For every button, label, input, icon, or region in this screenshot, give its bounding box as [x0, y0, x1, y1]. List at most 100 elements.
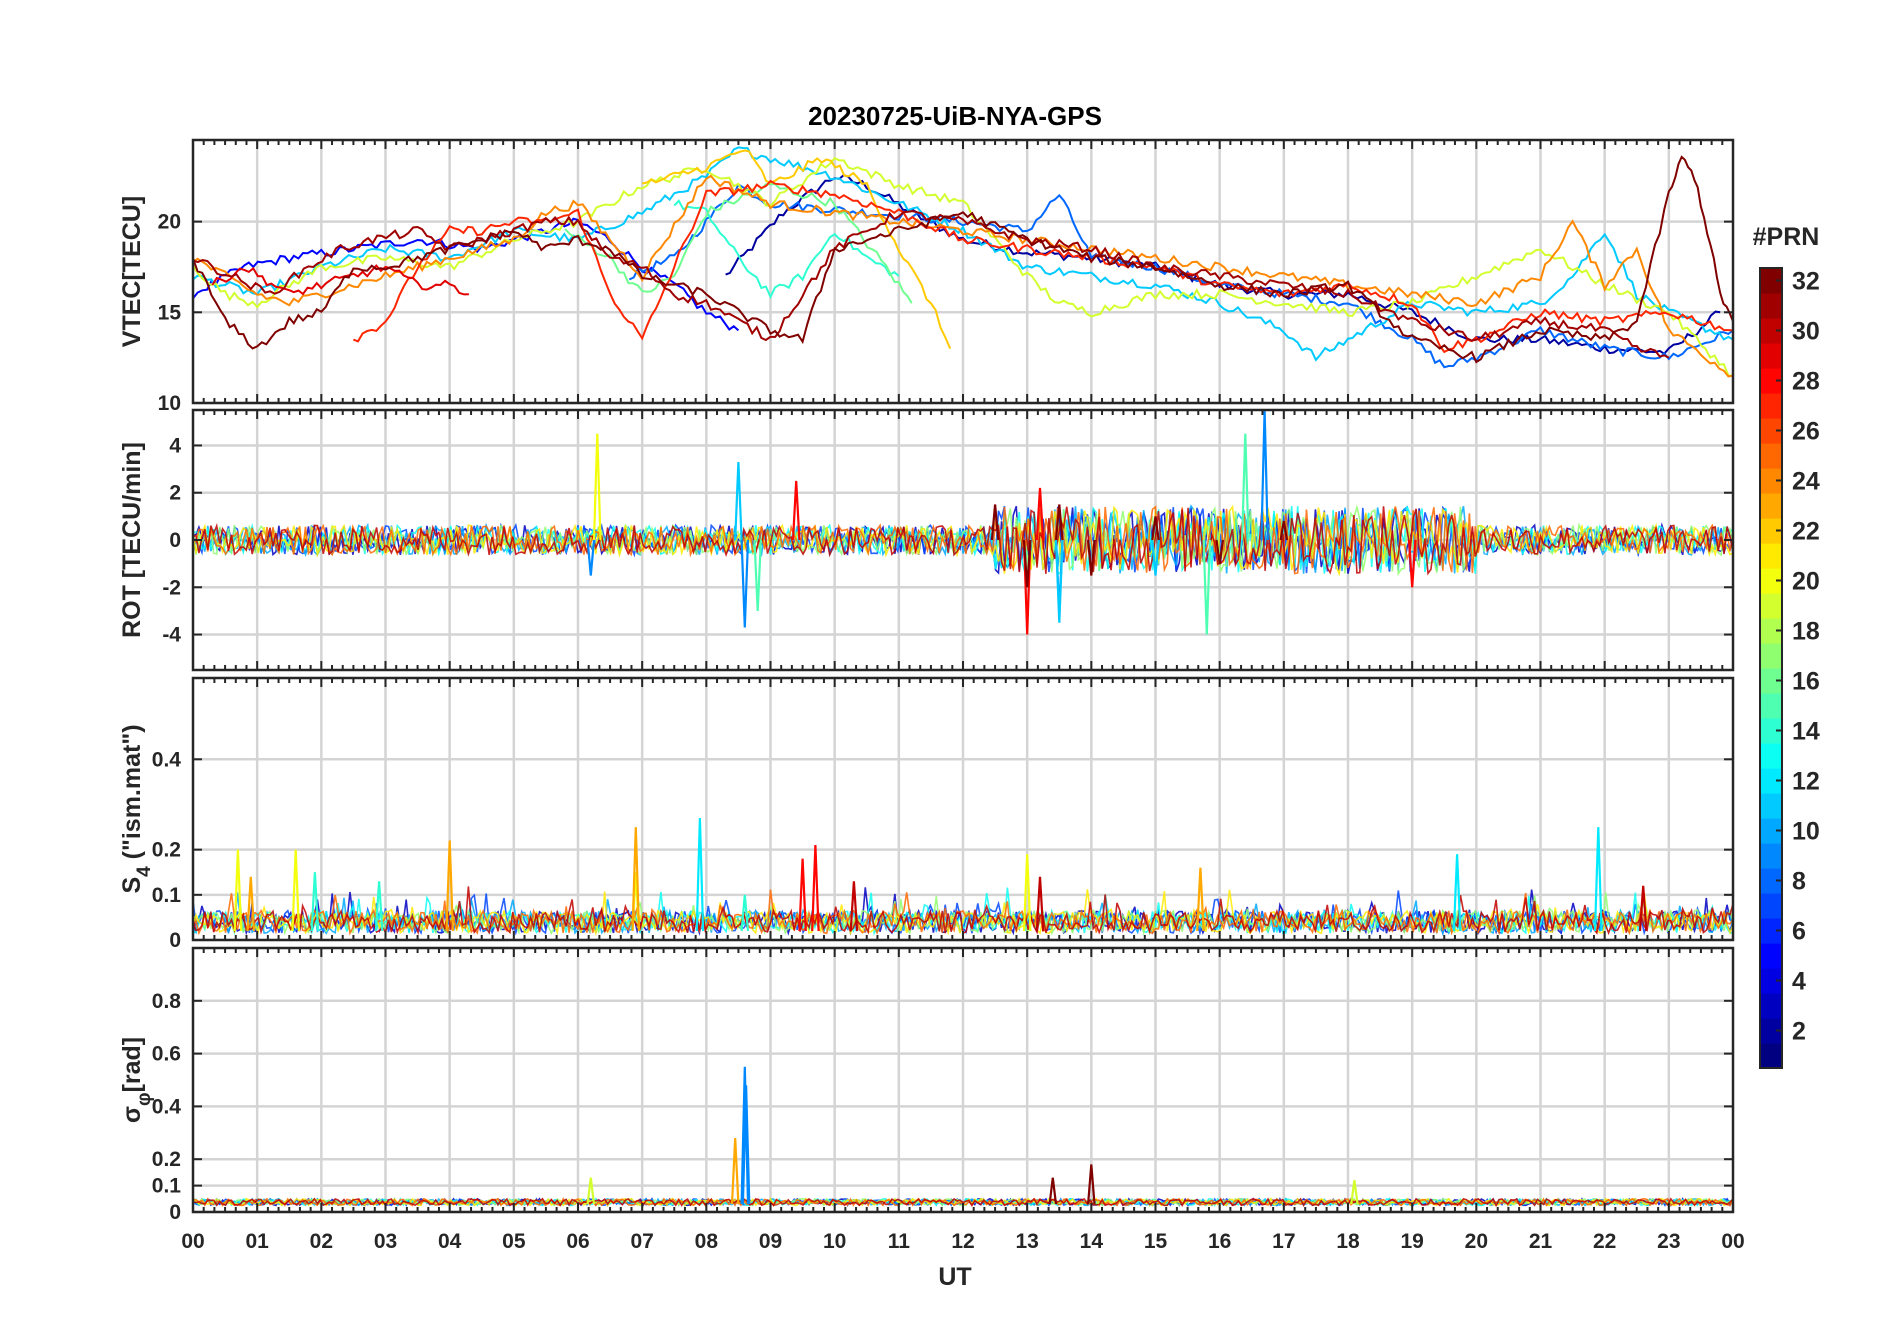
x-tick-labels: 00 01 02 03 04 05 06 07 08 09 10 11 12 13 14 15 16 17 18 19…	[181, 1230, 1744, 1253]
colorbar-label: #PRN	[1753, 223, 1820, 251]
colorbar-tick-label: 4	[1792, 968, 1806, 996]
vtec-series-prn-19	[193, 156, 1733, 377]
vtec-y-tick-label: 10	[158, 392, 181, 415]
colorbar-segment	[1760, 268, 1782, 294]
colorbar-tick-label: 6	[1792, 918, 1806, 946]
x-tick-label: 10	[823, 1230, 846, 1253]
colorbar-segment	[1760, 668, 1782, 694]
sigphi-y-tick-label: 0.1	[152, 1175, 182, 1198]
s4-x-ticks	[192, 678, 1734, 940]
colorbar-segment	[1760, 993, 1782, 1019]
colorbar-segment	[1760, 1043, 1782, 1069]
s4-y-tick-label: 0.4	[152, 748, 182, 771]
colorbar-tick-label: 22	[1792, 518, 1820, 546]
x-tick-label: 01	[245, 1230, 269, 1253]
x-tick-label: 09	[759, 1230, 782, 1253]
x-tick-label: 06	[566, 1230, 589, 1253]
colorbar-segment	[1760, 368, 1782, 394]
sigphi-peak-prn-32	[1087, 1164, 1096, 1205]
x-tick-label: 08	[695, 1230, 719, 1253]
s4-peak-prn-12	[1452, 854, 1462, 932]
rot-peak-prn-15	[1241, 433, 1250, 541]
x-tick-label: 14	[1080, 1230, 1104, 1253]
x-tick-label: 20	[1465, 1230, 1488, 1253]
vtec-series-prn-11	[193, 146, 1733, 362]
colorbar-tick-label: 12	[1792, 768, 1820, 796]
colorbar-segment	[1760, 893, 1782, 919]
colorbar-tick-label: 30	[1792, 318, 1820, 346]
sigphi-peak-prn-23	[730, 1138, 740, 1205]
colorbar-segment	[1760, 318, 1782, 344]
rot-noise	[193, 504, 1733, 577]
colorbar-segment	[1760, 393, 1782, 419]
s4-y-axis-label: S4 ("ism.mat")	[118, 724, 155, 893]
rot-noise-trace	[193, 505, 1733, 575]
sigphi-series	[586, 1066, 1359, 1205]
sigphi-peak-prn-32	[1048, 1177, 1058, 1205]
s4-peak-prn-20	[291, 849, 300, 932]
x-tick-label: 02	[310, 1230, 333, 1253]
sigphi-y-tick-label: 0	[169, 1201, 181, 1224]
colorbar-tick-label: 26	[1792, 418, 1820, 446]
panel-rot: -4 -2 0 2 4 ROT [TECU/min]	[118, 408, 1735, 672]
s4-peak-prn-28	[811, 845, 820, 932]
sigphi-x-ticks	[192, 948, 1734, 1212]
colorbar-segment	[1760, 768, 1782, 794]
colorbar-tick-label: 2	[1792, 1018, 1806, 1046]
colorbar-segment	[1760, 443, 1782, 469]
s4-peak-prn-28	[798, 858, 807, 932]
colorbar-segment	[1760, 468, 1782, 494]
colorbar-segment	[1760, 968, 1782, 994]
rot-y-tick-label: 0	[169, 529, 181, 552]
x-tick-label: 19	[1400, 1230, 1423, 1253]
s4-peak-prn-30	[1035, 876, 1045, 932]
vtec-series-prn-32	[193, 155, 1733, 364]
x-tick-label: 07	[630, 1230, 653, 1253]
chart-title: 20230725-UiB-NYA-GPS	[808, 101, 1102, 131]
colorbar-tick-label: 28	[1792, 368, 1820, 396]
x-tick-label: 00	[181, 1230, 204, 1253]
x-axis-label: UT	[938, 1263, 971, 1291]
rot-peak-prn-28	[1407, 539, 1417, 588]
s4-peak-prn-20	[233, 849, 243, 932]
colorbar-segment	[1760, 743, 1782, 769]
x-tick-label: 11	[888, 1230, 911, 1253]
colorbar-tick-label: 14	[1792, 718, 1820, 746]
s4-y-tick-label: 0.2	[152, 839, 181, 862]
colorbar-segment	[1760, 343, 1782, 369]
x-tick-label: 21	[1529, 1230, 1553, 1253]
colorbar-frame	[1759, 267, 1783, 1069]
s4-series	[233, 817, 1648, 932]
rot-peak-prn-11	[734, 461, 743, 541]
sigphi-grid	[193, 948, 1733, 1214]
colorbar-segment	[1760, 293, 1782, 319]
sigphi-peak-prn-19	[586, 1177, 596, 1205]
s4-peak-prn-20	[1022, 854, 1032, 932]
s4-peak-prn-12	[695, 817, 705, 932]
rot-peak-prn-32	[1022, 539, 1032, 588]
sigphi-noise-trace	[193, 1197, 1733, 1208]
colorbar-segment	[1760, 418, 1782, 444]
rot-peak-prn-32	[1087, 539, 1096, 576]
rot-peak-prn-15	[1202, 539, 1212, 635]
s4-peak-prn-14	[374, 881, 384, 932]
rot-y-axis-label: ROT [TECU/min]	[118, 442, 146, 638]
colorbar-segment	[1760, 868, 1782, 894]
rot-peak-prn-9	[740, 539, 750, 628]
colorbar-segment	[1760, 543, 1782, 569]
sigphi-peak-prn-19	[1350, 1180, 1359, 1205]
colorbar-segment	[1760, 818, 1782, 844]
sigphi-y-tick-label: 0.8	[152, 990, 182, 1013]
vtec-series-prn-24	[193, 174, 1733, 378]
colorbar-segment	[1760, 643, 1782, 669]
x-tick-label: 12	[951, 1230, 974, 1253]
x-tick-label: 13	[1015, 1230, 1038, 1253]
panel-s4: 0 0.1 0.2 0.4S4 ("ism.mat")	[118, 676, 1735, 952]
vtec-series-prn-22	[642, 149, 952, 349]
colorbar-segment	[1760, 618, 1782, 644]
sigphi-y-tick-label: 0.4	[152, 1095, 182, 1118]
colorbar-segment	[1760, 843, 1782, 869]
